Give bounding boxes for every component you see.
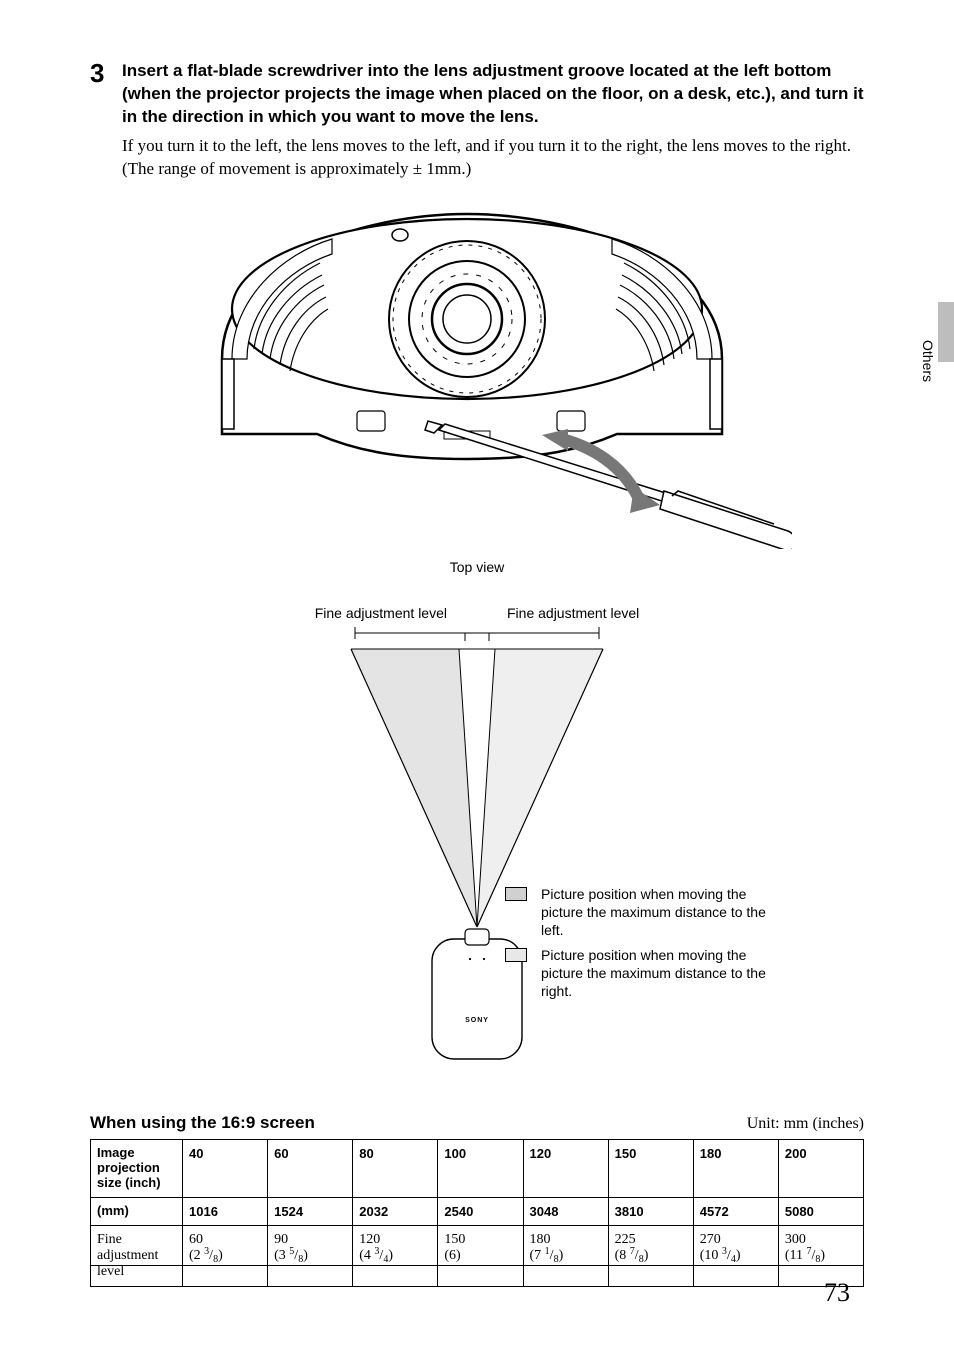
cell: 1016 [183, 1197, 268, 1225]
table-row: (mm) 1016 1524 2032 2540 3048 3810 4572 … [91, 1197, 864, 1225]
cell: 150 [608, 1139, 693, 1197]
cell: 90(3 5/8) [268, 1225, 353, 1286]
legend-item-left: Picture position when moving the picture… [505, 885, 775, 940]
cell: 40 [183, 1139, 268, 1197]
step-block: 3 Insert a flat-blade screwdriver into t… [90, 60, 864, 129]
legend: Picture position when moving the picture… [505, 885, 775, 1006]
table-unit: Unit: mm (inches) [747, 1115, 864, 1133]
fine-label-right: Fine adjustment level [507, 605, 639, 621]
cell: 3048 [523, 1197, 608, 1225]
footer-rule [90, 1265, 864, 1266]
table-title: When using the 16:9 screen [90, 1113, 315, 1133]
cell: 150(6) [438, 1225, 523, 1286]
legend-text-right: Picture position when moving the picture… [541, 946, 775, 1001]
cell: 120(4 3/4) [353, 1225, 438, 1286]
step-number: 3 [90, 60, 122, 86]
row-label-mm: (mm) [91, 1197, 183, 1225]
cell: 2032 [353, 1197, 438, 1225]
page-content: 3 Insert a flat-blade screwdriver into t… [0, 0, 954, 1352]
table-header-row: When using the 16:9 screen Unit: mm (inc… [90, 1113, 864, 1133]
fine-level-labels: Fine adjustment level Fine adjustment le… [90, 605, 864, 621]
table-row: Fine adjustment level 60(2 3/8)90(3 5/8)… [91, 1225, 864, 1286]
cell: 100 [438, 1139, 523, 1197]
cell: 3810 [608, 1197, 693, 1225]
brand-label: SONY [465, 1017, 489, 1024]
row-label-size: Image projection size (inch) [91, 1139, 183, 1197]
cell: 5080 [778, 1197, 863, 1225]
step-body: If you turn it to the left, the lens mov… [122, 135, 864, 181]
cell: 120 [523, 1139, 608, 1197]
figure-projector: Top view [90, 199, 864, 575]
legend-swatch-left [505, 887, 527, 901]
row-label-fine: Fine adjustment level [91, 1225, 183, 1286]
page-number: 73 [824, 1278, 850, 1308]
cell: 80 [353, 1139, 438, 1197]
projector-svg [162, 199, 792, 549]
cell: 60(2 3/8) [183, 1225, 268, 1286]
cell: 4572 [693, 1197, 778, 1225]
cell: 180(7 1/8) [523, 1225, 608, 1286]
step-heading: Insert a flat-blade screwdriver into the… [122, 60, 864, 129]
table-row: Image projection size (inch) 40 60 80 10… [91, 1139, 864, 1197]
cell: 200 [778, 1139, 863, 1197]
legend-item-right: Picture position when moving the picture… [505, 946, 775, 1001]
legend-swatch-right [505, 948, 527, 962]
cell: 60 [268, 1139, 353, 1197]
legend-text-left: Picture position when moving the picture… [541, 885, 775, 940]
cell: 300(11 7/8) [778, 1225, 863, 1286]
cell: 225(8 7/8) [608, 1225, 693, 1286]
figure1-caption: Top view [90, 559, 864, 575]
cell: 1524 [268, 1197, 353, 1225]
cell: 2540 [438, 1197, 523, 1225]
fine-label-left: Fine adjustment level [315, 605, 447, 621]
cell: 180 [693, 1139, 778, 1197]
cell: 270(10 3/4) [693, 1225, 778, 1286]
